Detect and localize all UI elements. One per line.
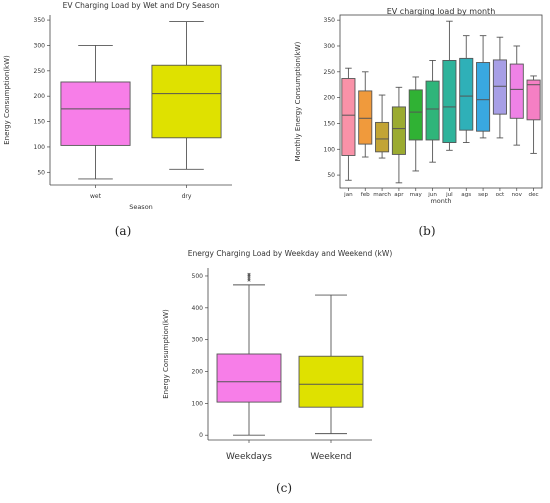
box-body: [391, 106, 406, 155]
box-ags: [459, 35, 474, 144]
figure-caption: (a): [115, 224, 132, 238]
y-tick-label: 150: [324, 120, 336, 127]
chart-panel-2: EV charging load by month 50 100 150 200 250 3…: [294, 7, 543, 238]
box-apr: [391, 86, 406, 184]
y-tick-label: 250: [324, 69, 336, 76]
box-body: [459, 57, 474, 131]
box-body: [492, 59, 507, 115]
y-tick-label: 400: [192, 305, 204, 312]
y-tick-label: 350: [34, 17, 46, 24]
chart-panel-1: EV Charging Load by Wet and Dry Season 50…: [3, 1, 232, 238]
y-tick-label: 100: [324, 146, 336, 153]
x-tick-label: jun: [427, 192, 437, 198]
y-tick-label: 0: [199, 432, 203, 439]
box-dry: [151, 21, 222, 170]
y-tick-label: 500: [192, 273, 204, 280]
y-axis-label: Monthly Energy Consumption(kW): [294, 41, 302, 161]
box-body: [476, 62, 491, 132]
x-tick-label: Weekdays: [226, 452, 272, 462]
y-tick-label: 300: [324, 43, 336, 50]
y-tick-label: 200: [34, 93, 46, 100]
chart-panel-3: Energy Charging Load by Weekday and Week…: [162, 249, 392, 495]
y-axis-label: Energy Consumption(kW): [162, 309, 170, 399]
y-tick-label: 250: [34, 68, 46, 75]
y-tick-label: 300: [34, 42, 46, 49]
box-body: [509, 63, 524, 119]
y-tick-label: 100: [34, 144, 46, 151]
box-body: [60, 81, 131, 146]
y-tick-label: 200: [192, 369, 204, 376]
x-tick-label: apr: [394, 192, 404, 198]
box-body: [298, 355, 364, 408]
box-jul: [442, 20, 457, 151]
x-tick-label: jul: [445, 192, 453, 198]
x-axis-label: month: [430, 197, 451, 205]
box-body: [151, 64, 222, 139]
box-body: [358, 90, 373, 145]
x-tick-label: nov: [512, 192, 523, 198]
figure-caption: (b): [418, 224, 435, 238]
x-tick-label: may: [410, 192, 423, 198]
x-tick-label: feb: [361, 192, 370, 198]
x-tick-label: jan: [343, 192, 353, 198]
x-tick-label: oct: [496, 192, 505, 198]
box-body: [216, 353, 282, 403]
box-Weekend: [298, 294, 364, 435]
box-feb: [358, 71, 373, 158]
y-tick-label: 50: [37, 169, 45, 176]
chart-title: EV charging load by month: [387, 7, 496, 16]
box-dec: [526, 75, 541, 154]
y-tick-label: 200: [324, 95, 336, 102]
box-jun: [425, 59, 440, 163]
outlier-point: [247, 272, 251, 276]
box-body: [425, 80, 440, 141]
chart-title: Energy Charging Load by Weekday and Week…: [188, 249, 393, 258]
x-tick-label: dry: [182, 193, 192, 200]
box-body: [341, 78, 356, 156]
box-body: [442, 59, 457, 144]
x-tick-label: Weekend: [310, 452, 351, 462]
box-sep: [476, 35, 491, 139]
box-body: [526, 79, 541, 121]
x-tick-label: march: [373, 192, 391, 198]
box-nov: [509, 45, 524, 146]
box-oct: [492, 36, 507, 139]
box-may: [408, 76, 423, 172]
x-tick-label: ags: [461, 192, 471, 198]
y-tick-label: 300: [192, 337, 204, 344]
box-march: [375, 94, 390, 159]
box-body: [408, 89, 423, 141]
x-tick-label: wet: [90, 193, 102, 200]
y-tick-label: 150: [34, 119, 46, 126]
x-tick-label: dec: [529, 192, 539, 198]
y-tick-label: 50: [327, 172, 335, 179]
y-axis-label: Energy Consumption(kW): [3, 55, 11, 145]
plot-frame: [339, 14, 543, 189]
box-wet: [60, 44, 131, 180]
y-tick-label: 100: [192, 400, 204, 407]
x-tick-label: sep: [478, 192, 488, 198]
box-jan: [341, 67, 356, 181]
box-body: [375, 121, 390, 153]
x-axis-label: Season: [129, 203, 153, 211]
box-Weekdays: [216, 272, 282, 436]
y-tick-label: 350: [324, 17, 336, 24]
figure-caption: (c): [276, 481, 292, 495]
chart-title: EV Charging Load by Wet and Dry Season: [63, 1, 220, 10]
